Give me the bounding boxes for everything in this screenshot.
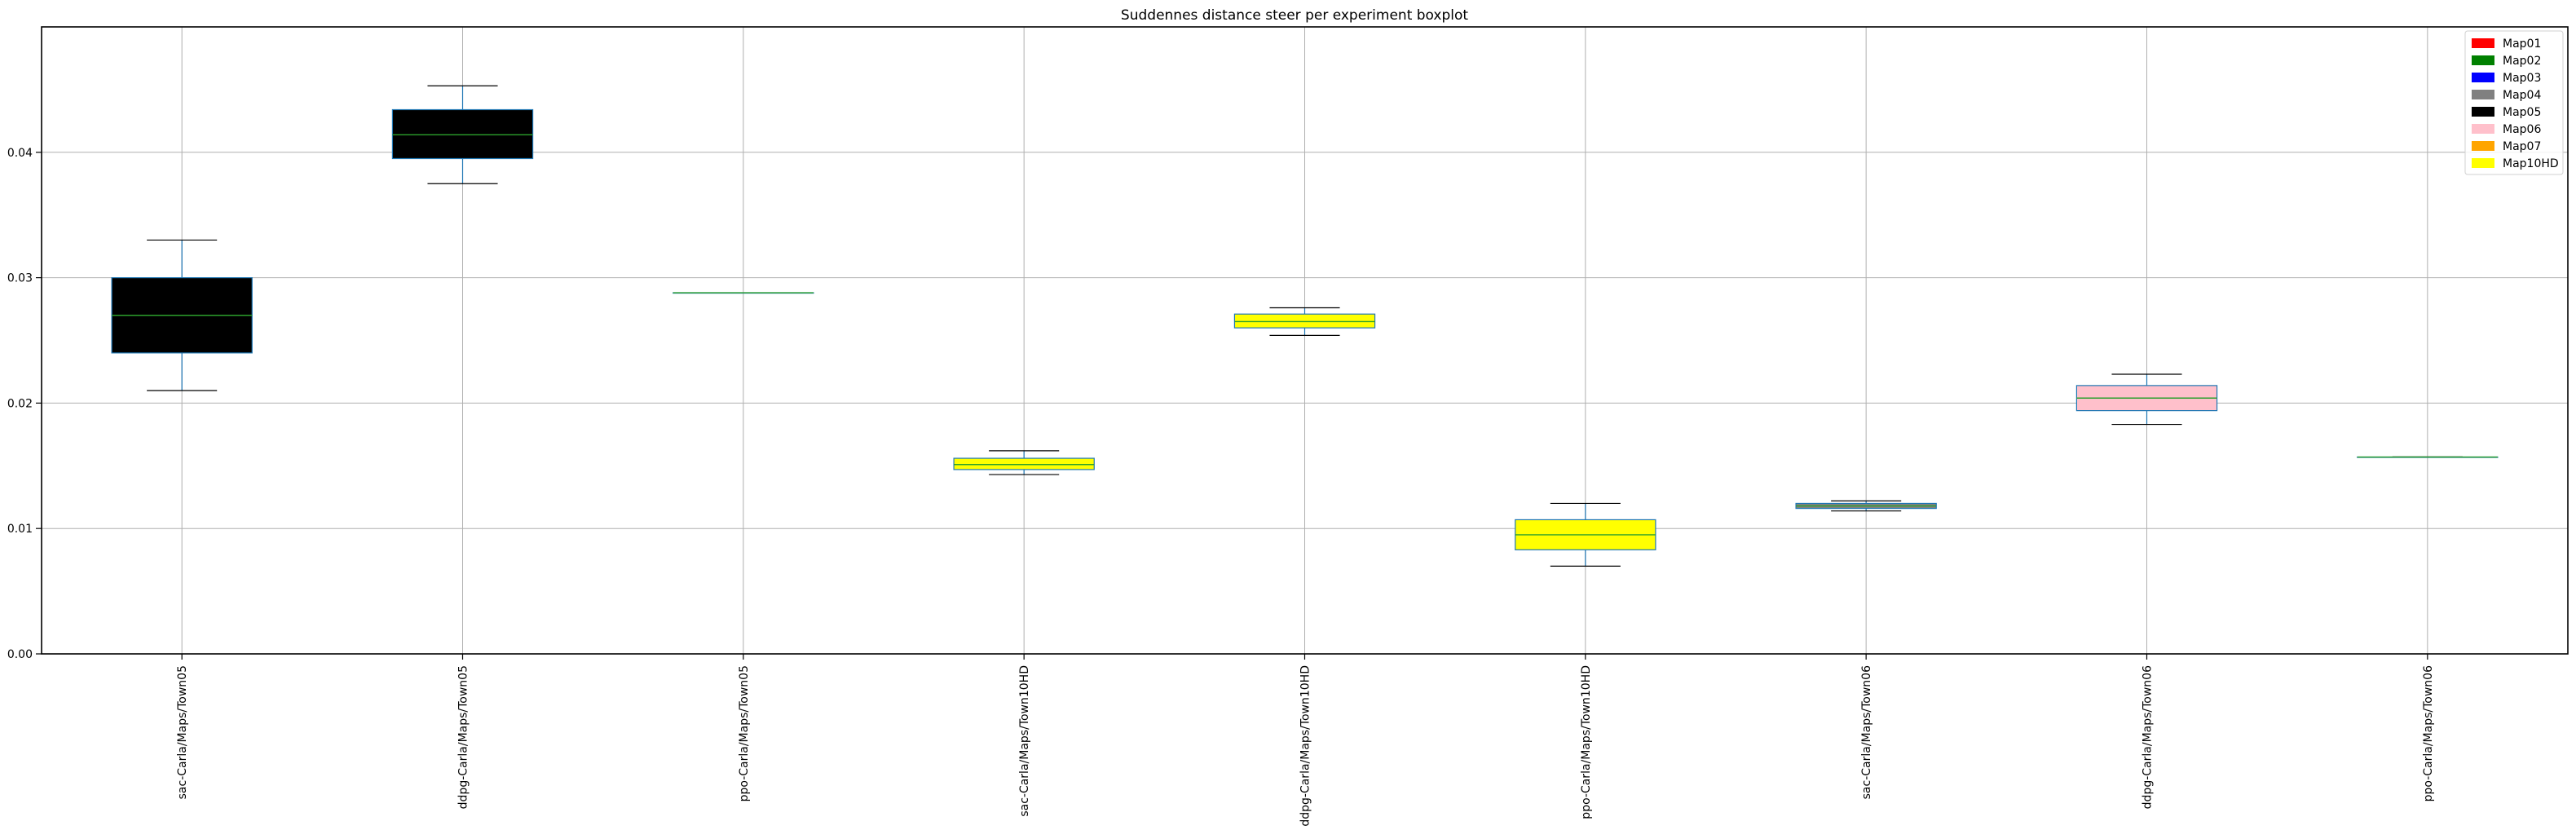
x-axis: sac-Carla/Maps/Town05 ddpg-Carla/Maps/Tow… — [176, 654, 2435, 827]
legend-label: Map02 — [2503, 55, 2541, 68]
legend-entry: Map03 — [2472, 72, 2541, 85]
x-tick-label: ppo-Carla/Maps/Town10HD — [1580, 665, 1593, 819]
legend-swatch — [2472, 141, 2494, 151]
legend-label: Map03 — [2503, 72, 2541, 85]
legend-entry: Map04 — [2472, 89, 2541, 102]
legend-swatch — [2472, 90, 2494, 99]
x-tick-label: ppo-Carla/Maps/Town05 — [738, 665, 751, 801]
box-body — [953, 457, 1095, 470]
x-tick-label: sac-Carla/Maps/Town10HD — [1018, 665, 1031, 817]
x-tick-label: sac-Carla/Maps/Town05 — [176, 665, 189, 799]
legend-swatch — [2472, 55, 2494, 65]
legend-entry: Map10HD — [2472, 157, 2559, 170]
legend-label: Map06 — [2503, 123, 2541, 136]
legend-swatch — [2472, 107, 2494, 117]
x-tick-label: sac-Carla/Maps/Town06 — [1860, 665, 1873, 799]
box-series — [111, 85, 2499, 567]
legend-entry: Map05 — [2472, 106, 2541, 119]
y-axis: 0.00 0.01 0.02 0.03 0.04 — [7, 147, 42, 661]
legend-entry: Map01 — [2472, 38, 2541, 51]
y-tick-label: 0.02 — [7, 397, 33, 410]
x-tick-label: ppo-Carla/Maps/Town06 — [2422, 665, 2435, 801]
box-8 — [2075, 373, 2218, 426]
x-tick-label: ddpg-Carla/Maps/Town06 — [2142, 665, 2155, 809]
y-tick-label: 0.03 — [7, 272, 33, 285]
legend: Map01 Map02 Map03 Map04 Map05 Map06 Map07 Map10… — [2464, 30, 2564, 175]
legend-swatch — [2472, 73, 2494, 82]
legend-swatch — [2472, 158, 2494, 168]
legend-entry: Map06 — [2472, 123, 2541, 136]
legend-entry: Map07 — [2472, 140, 2541, 153]
box-body — [1233, 313, 1376, 329]
legend-label: Map10HD — [2503, 157, 2559, 170]
legend-label: Map05 — [2503, 106, 2541, 119]
legend-label: Map07 — [2503, 140, 2541, 153]
legend-box — [2464, 30, 2564, 175]
x-tick-label: ddpg-Carla/Maps/Town10HD — [1299, 665, 1312, 827]
legend-entry: Map02 — [2472, 55, 2541, 68]
y-tick-label: 0.00 — [7, 648, 33, 661]
box-4 — [953, 450, 1095, 475]
box-2 — [391, 85, 534, 184]
box-9 — [2357, 456, 2499, 458]
legend-label: Map01 — [2503, 38, 2541, 51]
x-tick-label: ddpg-Carla/Maps/Town05 — [457, 665, 470, 809]
y-tick-label: 0.04 — [7, 147, 33, 160]
box-7 — [1795, 500, 1937, 512]
box-1 — [111, 239, 253, 391]
legend-swatch — [2472, 124, 2494, 134]
grid-lines — [42, 27, 2568, 655]
legend-label: Map04 — [2503, 89, 2541, 102]
y-tick-label: 0.01 — [7, 523, 33, 536]
box-body — [391, 108, 534, 160]
chart-title: Suddennes distance steer per experiment … — [1121, 7, 1468, 24]
box-5 — [1233, 307, 1376, 336]
box-3 — [673, 292, 814, 294]
legend-swatch — [2472, 38, 2494, 48]
box-6 — [1515, 502, 1656, 567]
